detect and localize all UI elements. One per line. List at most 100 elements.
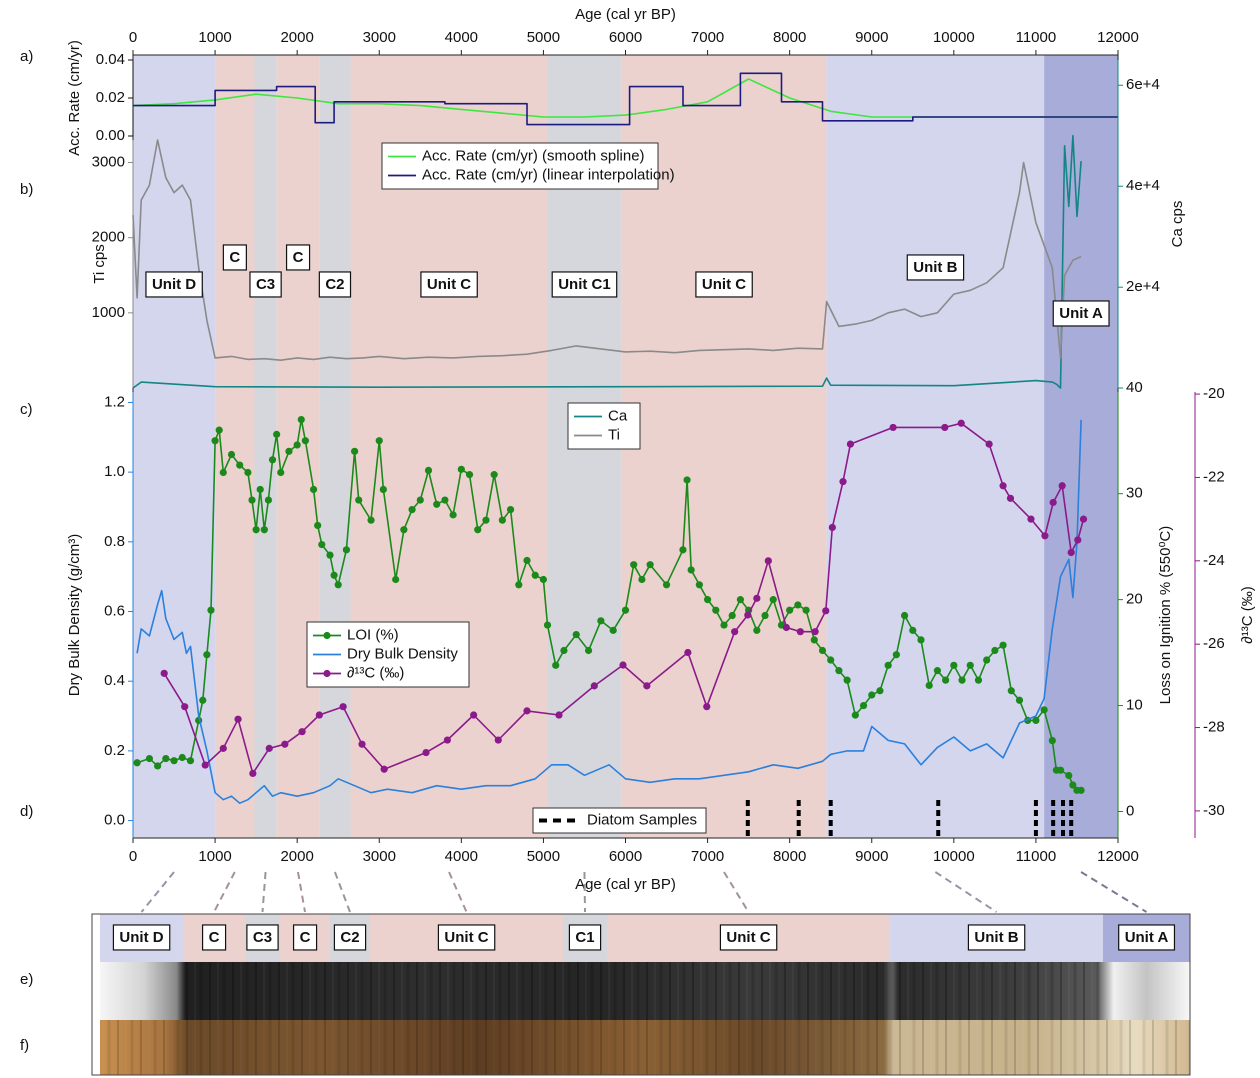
data-point xyxy=(145,754,154,763)
data-point xyxy=(638,575,646,584)
data-point xyxy=(572,630,580,639)
data-point xyxy=(268,456,277,464)
data-point xyxy=(297,415,305,424)
data-point xyxy=(298,728,306,736)
data-point xyxy=(498,516,506,524)
data-point xyxy=(802,606,810,614)
data-point xyxy=(552,661,560,669)
connector xyxy=(1080,871,1148,913)
data-point xyxy=(181,703,189,711)
x-tick-label: 9000 xyxy=(855,29,888,46)
data-point xyxy=(162,754,170,763)
x-tick-label: 2000 xyxy=(280,29,313,46)
data-point xyxy=(584,646,593,655)
core-label-box xyxy=(967,924,1026,951)
unit-label-box xyxy=(1052,300,1110,327)
data-line xyxy=(136,419,1082,804)
data-point xyxy=(884,661,892,669)
data-point xyxy=(400,526,408,534)
connector xyxy=(448,871,468,913)
legend-box xyxy=(567,402,641,450)
y-tick-label: 0.0 xyxy=(104,812,125,829)
unit-label: Unit C xyxy=(702,276,746,293)
core-label: Unit C xyxy=(726,929,770,946)
data-point xyxy=(201,761,209,769)
core-label: Unit D xyxy=(119,929,163,946)
data-point xyxy=(339,703,347,711)
connector xyxy=(213,871,236,913)
y-tick-label: 1000 xyxy=(92,304,125,321)
data-point xyxy=(494,736,502,744)
unit-label-box xyxy=(222,244,247,271)
data-point xyxy=(199,696,207,704)
data-point xyxy=(474,526,482,534)
connector xyxy=(723,871,750,913)
unit-label-box xyxy=(906,254,965,281)
data-point xyxy=(457,465,465,473)
x-tick-label: 6000 xyxy=(609,848,642,865)
panel-label: b) xyxy=(20,181,33,198)
data-point xyxy=(236,461,244,469)
data-point xyxy=(170,757,178,765)
data-point xyxy=(560,646,568,655)
x-tick-label: 2000 xyxy=(280,848,313,865)
data-point xyxy=(619,661,627,669)
data-point xyxy=(966,661,974,669)
y-tick-label: -24 xyxy=(1203,552,1225,569)
data-point xyxy=(506,505,515,514)
data-point xyxy=(301,437,309,445)
data-point xyxy=(985,440,993,448)
connector xyxy=(261,871,267,913)
unit-label-box xyxy=(551,271,618,298)
y-tick-label: 2e+4 xyxy=(1126,278,1160,295)
data-point xyxy=(684,648,692,657)
data-point xyxy=(933,667,942,675)
data-point xyxy=(334,581,342,589)
data-point xyxy=(818,646,827,655)
y-tick-label: 0.4 xyxy=(104,672,125,689)
y-tick-label: 10 xyxy=(1126,697,1143,714)
core-label-box xyxy=(333,924,367,951)
data-point xyxy=(917,636,925,644)
data-point xyxy=(1079,515,1088,523)
data-point xyxy=(630,561,638,569)
y-tick-label: -22 xyxy=(1203,468,1225,485)
y-tick-label: 0 xyxy=(1126,802,1134,819)
unit-label-box xyxy=(695,271,753,298)
axis-title: Ca cps xyxy=(1169,201,1186,248)
connector xyxy=(934,871,998,913)
data-point xyxy=(285,447,293,455)
data-point xyxy=(679,546,687,554)
y-tick-label: -26 xyxy=(1203,635,1225,652)
unit-zone xyxy=(826,55,1045,838)
data-point xyxy=(683,476,691,484)
connector xyxy=(333,871,351,913)
data-point xyxy=(796,628,804,636)
x-tick-label: 7000 xyxy=(691,848,724,865)
legend-label: LOI (%) xyxy=(347,626,399,643)
data-point xyxy=(1067,548,1075,557)
unit-label: C3 xyxy=(256,276,275,293)
core-label: Unit C xyxy=(444,929,488,946)
y-tick-label: 6e+4 xyxy=(1126,76,1160,93)
data-point xyxy=(539,575,548,584)
x-tick-label: 8000 xyxy=(773,848,806,865)
data-point xyxy=(424,466,433,474)
data-point xyxy=(839,478,847,486)
legend-label: Dry Bulk Density xyxy=(347,645,458,662)
x-tick-label: 5000 xyxy=(527,848,560,865)
core-label: C1 xyxy=(575,929,594,946)
unit-label: Unit B xyxy=(913,259,957,276)
data-point xyxy=(782,623,790,632)
data-point xyxy=(1077,786,1085,794)
y-tick-label: 1.0 xyxy=(104,463,125,480)
data-point xyxy=(234,715,242,723)
y-tick-label: 0.00 xyxy=(96,127,125,144)
unit-label-box xyxy=(145,271,203,298)
data-point xyxy=(590,682,598,690)
data-point xyxy=(720,621,728,629)
data-point xyxy=(367,516,375,524)
core-label: C xyxy=(209,929,220,946)
data-point xyxy=(695,581,703,589)
y-tick-label: 2000 xyxy=(92,229,125,246)
